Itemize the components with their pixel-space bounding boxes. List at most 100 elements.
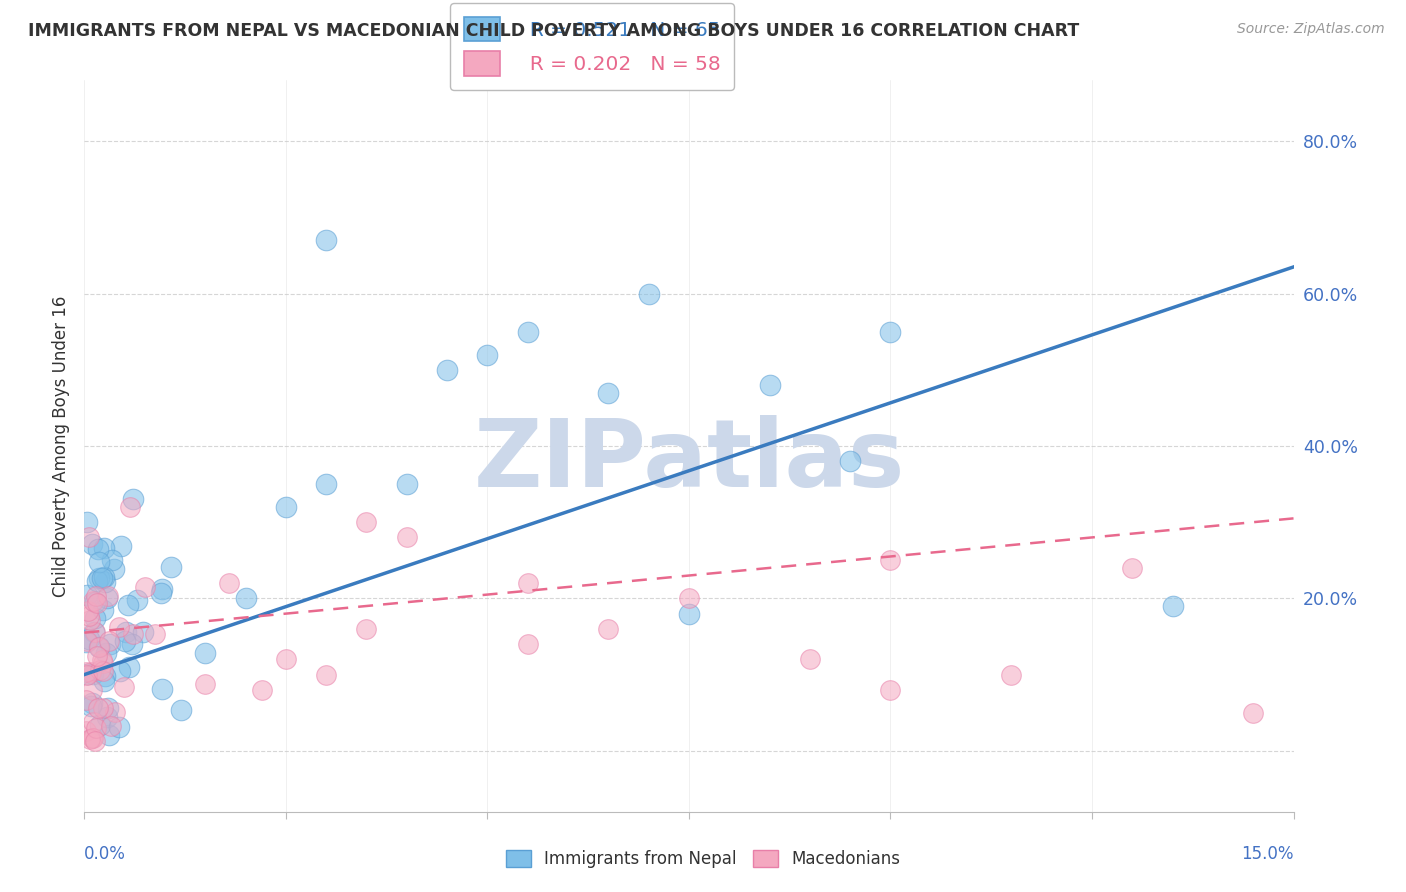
Point (91, 603, 114, 617)
Point (108, 665, 131, 679)
Point (77, 609, 100, 624)
Point (80, 665, 103, 679)
Point (356, 515, 378, 529)
Point (82, 594, 104, 608)
Point (395, 477, 418, 491)
Point (96, 591, 118, 605)
Point (98, 637, 121, 651)
Text: 15.0%: 15.0% (1241, 845, 1294, 863)
Point (118, 500, 141, 514)
Point (395, 530, 418, 544)
Point (1000, 667, 1022, 681)
Point (143, 626, 166, 640)
Point (79, 613, 101, 627)
Point (76, 667, 98, 681)
Point (86, 648, 108, 663)
Point (114, 634, 136, 648)
Point (96, 710, 118, 724)
Point (125, 593, 148, 607)
Point (76, 668, 98, 682)
Point (315, 667, 337, 681)
Point (110, 539, 132, 553)
Point (150, 582, 173, 596)
Point (82, 537, 104, 551)
Point (356, 622, 378, 636)
Point (1121, 561, 1143, 575)
Point (80, 683, 103, 698)
Point (94, 574, 117, 589)
Point (194, 677, 217, 691)
Point (678, 607, 700, 621)
Point (132, 625, 155, 640)
Point (799, 652, 821, 666)
Point (108, 620, 131, 634)
Point (86, 596, 108, 610)
Point (122, 492, 145, 507)
Point (84, 611, 107, 625)
Point (114, 624, 136, 639)
Point (218, 576, 240, 591)
Point (117, 598, 139, 612)
Point (477, 347, 499, 362)
Text: ZIPatlas: ZIPatlas (474, 415, 904, 507)
Point (93, 673, 115, 688)
Point (93, 570, 115, 584)
Point (87, 542, 110, 557)
Legend: Immigrants from Nepal, Macedonians: Immigrants from Nepal, Macedonians (499, 843, 907, 875)
Point (134, 580, 156, 594)
Point (93, 541, 115, 556)
Point (82, 731, 104, 746)
Point (436, 363, 458, 377)
Point (315, 477, 337, 491)
Point (103, 562, 125, 576)
Point (89, 555, 111, 569)
Point (516, 637, 538, 651)
Point (90, 653, 112, 667)
Point (82, 731, 104, 746)
Point (83, 624, 105, 639)
Point (75, 665, 97, 680)
Point (83, 595, 105, 609)
Point (93, 669, 115, 683)
Point (121, 637, 143, 651)
Point (77, 604, 100, 618)
Point (879, 682, 901, 697)
Text: Source: ZipAtlas.com: Source: ZipAtlas.com (1237, 22, 1385, 37)
Point (159, 560, 181, 574)
Point (79, 732, 101, 747)
Point (77, 632, 100, 647)
Point (89, 718, 111, 732)
Text: IMMIGRANTS FROM NEPAL VS MACEDONIAN CHILD POVERTY AMONG BOYS UNDER 16 CORRELATIO: IMMIGRANTS FROM NEPAL VS MACEDONIAN CHIL… (28, 22, 1080, 40)
Point (76, 588, 98, 602)
Point (170, 702, 193, 716)
Point (112, 680, 135, 694)
Point (100, 719, 122, 733)
Point (250, 682, 273, 697)
Point (97, 701, 120, 715)
Point (89, 640, 111, 654)
Point (274, 500, 297, 514)
Point (516, 325, 538, 339)
Point (82, 714, 104, 729)
Point (97, 589, 120, 603)
Legend:   R = 0.521   N = 65,   R = 0.202   N = 58: R = 0.521 N = 65, R = 0.202 N = 58 (450, 3, 734, 90)
Point (108, 721, 131, 735)
Point (82, 667, 104, 681)
Point (89, 663, 111, 677)
Point (1241, 706, 1264, 720)
Point (839, 454, 862, 468)
Point (89, 640, 111, 654)
Point (100, 553, 122, 567)
Point (91, 664, 114, 678)
Text: 0.0%: 0.0% (84, 845, 127, 863)
Point (98, 634, 121, 648)
Point (86, 589, 108, 603)
Point (94, 646, 117, 660)
Point (76, 515, 98, 529)
Point (86, 574, 108, 589)
Point (80, 696, 103, 710)
Point (98, 728, 121, 742)
Point (84, 734, 107, 748)
Point (315, 233, 337, 247)
Point (274, 652, 297, 666)
